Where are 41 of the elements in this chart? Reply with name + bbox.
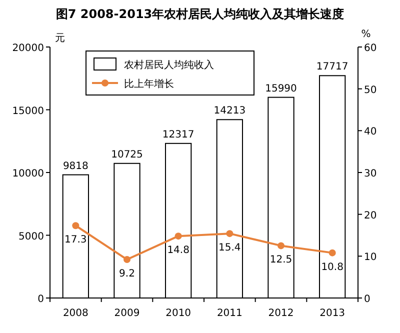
- legend-label: 农村居民人均纯收入: [124, 59, 214, 71]
- chart-title: 图7 2008-2013年农村居民人均纯收入及其增长速度: [56, 7, 344, 21]
- data-label: 15.4: [218, 242, 241, 254]
- y2-tick-label: 0: [364, 294, 370, 305]
- data-label: 17717: [316, 62, 348, 73]
- legend-label: 比上年增长: [124, 78, 174, 90]
- data-label: 9.2: [119, 268, 135, 280]
- data-label: 14.8: [167, 245, 190, 256]
- data-label: 14213: [214, 106, 246, 117]
- point: [328, 249, 336, 256]
- x-tick-label: 2012: [268, 308, 294, 319]
- x-tick-label: 2011: [216, 308, 242, 319]
- point: [278, 242, 284, 250]
- y-tick-label: 15000: [12, 106, 44, 117]
- point: [174, 232, 182, 240]
- y2-tick-label: 10: [364, 252, 377, 264]
- data-label: 17.3: [64, 234, 87, 246]
- y2-tick-label: 60: [364, 43, 377, 54]
- x-tick-label: 2013: [320, 308, 346, 319]
- point: [226, 230, 234, 238]
- data-label: 10.8: [321, 262, 344, 273]
- y2-tick-label: 50: [364, 84, 377, 96]
- y-axis-title: 元: [55, 33, 65, 44]
- y2-axis-title: %: [361, 29, 371, 40]
- y2-tick-label: 20: [364, 210, 377, 222]
- y-tick-label: 10000: [12, 168, 44, 180]
- x-tick-label: 2009: [114, 308, 140, 319]
- data-label: 12.5: [270, 254, 292, 266]
- point: [124, 256, 130, 264]
- data-label: 15990: [265, 83, 297, 94]
- y2-tick-label: 40: [364, 126, 377, 138]
- data-label: 9818: [62, 160, 88, 172]
- x-tick-label: 2010: [166, 308, 192, 319]
- data-label: 10725: [111, 149, 143, 160]
- x-tick-label: 2008: [62, 308, 88, 319]
- point: [72, 222, 80, 230]
- y-tick-label: 5000: [18, 231, 44, 242]
- y2-tick-label: 30: [364, 168, 377, 180]
- y-tick-label: 20000: [12, 43, 44, 54]
- y-tick-label: 0: [38, 294, 44, 305]
- data-label: 12317: [162, 129, 194, 140]
